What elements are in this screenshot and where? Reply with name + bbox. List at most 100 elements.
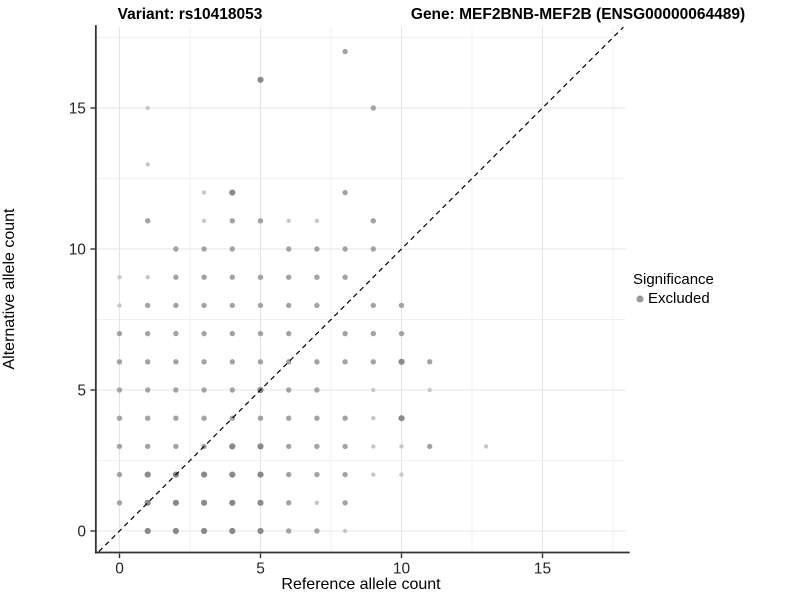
- data-point: [342, 189, 348, 196]
- data-point: [342, 415, 348, 421]
- y-axis-title: Alternative allele count: [1, 208, 18, 370]
- data-point: [314, 471, 320, 478]
- data-point: [314, 443, 320, 450]
- data-point: [427, 359, 433, 365]
- data-point: [286, 528, 292, 534]
- data-point: [229, 527, 236, 535]
- data-point: [370, 359, 376, 365]
- data-point: [342, 471, 348, 478]
- data-point: [117, 303, 122, 308]
- data-point: [370, 246, 376, 252]
- x-tick-label: 0: [115, 561, 124, 578]
- x-tick-label: 10: [393, 561, 411, 578]
- data-point: [257, 302, 264, 309]
- data-point: [286, 415, 292, 421]
- data-point: [398, 358, 405, 365]
- data-point: [286, 302, 292, 309]
- data-point: [116, 471, 123, 478]
- data-point: [257, 415, 264, 421]
- data-point: [173, 443, 179, 450]
- data-point: [172, 499, 179, 506]
- data-point: [229, 359, 235, 365]
- data-point: [172, 527, 179, 535]
- data-point: [371, 416, 376, 421]
- data-point: [286, 471, 292, 478]
- data-point: [370, 218, 376, 224]
- data-point: [201, 471, 208, 478]
- data-point: [173, 387, 179, 393]
- data-point: [201, 330, 207, 337]
- data-point: [229, 443, 236, 450]
- legend-entry-excluded: Excluded: [633, 290, 714, 307]
- data-point: [145, 162, 150, 167]
- data-point: [257, 330, 264, 337]
- data-point: [201, 499, 208, 506]
- data-point: [342, 359, 348, 365]
- data-point: [257, 359, 264, 365]
- data-point: [286, 274, 292, 280]
- data-point: [342, 330, 348, 337]
- data-point: [371, 444, 376, 449]
- data-point: [342, 500, 348, 506]
- data-point: [483, 444, 489, 449]
- x-tick-label: 15: [534, 561, 551, 578]
- data-point: [398, 415, 405, 422]
- data-point: [229, 302, 235, 309]
- data-point: [398, 330, 405, 337]
- data-point: [342, 274, 348, 280]
- data-point: [229, 189, 236, 196]
- x-tick-label: 5: [256, 561, 265, 578]
- data-point: [257, 76, 264, 83]
- legend-key: [633, 292, 647, 306]
- data-point: [286, 218, 291, 223]
- data-point: [229, 471, 236, 478]
- data-point: [229, 246, 235, 252]
- data-point: [257, 274, 264, 280]
- data-point: [398, 302, 405, 309]
- data-point: [116, 387, 123, 393]
- data-point: [145, 387, 151, 393]
- data-point: [117, 275, 122, 280]
- data-point: [427, 443, 433, 450]
- data-point: [173, 302, 179, 309]
- data-point: [145, 218, 151, 224]
- data-point: [257, 443, 264, 450]
- data-point: [286, 500, 292, 506]
- data-point: [201, 218, 207, 223]
- data-point: [229, 330, 235, 337]
- data-point: [342, 443, 348, 450]
- data-point: [116, 443, 123, 450]
- data-point: [173, 330, 179, 337]
- legend-title: Significance: [633, 271, 714, 288]
- data-point: [314, 415, 320, 421]
- data-point: [116, 415, 123, 421]
- data-point: [427, 387, 432, 393]
- data-point: [342, 246, 348, 252]
- data-point: [201, 190, 207, 195]
- data-point: [173, 246, 179, 252]
- data-point: [371, 387, 376, 393]
- data-point: [399, 444, 404, 449]
- data-point: [370, 330, 376, 337]
- variant-title: Variant: rs10418053: [117, 6, 263, 23]
- data-point: [314, 274, 320, 280]
- data-point: [314, 528, 320, 534]
- data-point: [116, 500, 123, 506]
- y-tick-label: 0: [77, 524, 86, 541]
- data-point: [371, 472, 376, 477]
- data-point: [229, 499, 236, 506]
- data-point: [314, 218, 320, 223]
- y-tick-label: 10: [69, 242, 87, 259]
- data-point: [342, 528, 348, 534]
- data-point: [201, 415, 207, 421]
- data-point: [201, 359, 207, 365]
- data-point: [314, 246, 320, 252]
- data-point: [342, 48, 348, 55]
- data-point: [116, 359, 123, 365]
- data-point: [370, 302, 376, 309]
- legend: Significance Excluded: [633, 271, 714, 307]
- data-point: [201, 387, 207, 393]
- data-point: [173, 415, 179, 421]
- y-tick-label: 5: [77, 383, 86, 400]
